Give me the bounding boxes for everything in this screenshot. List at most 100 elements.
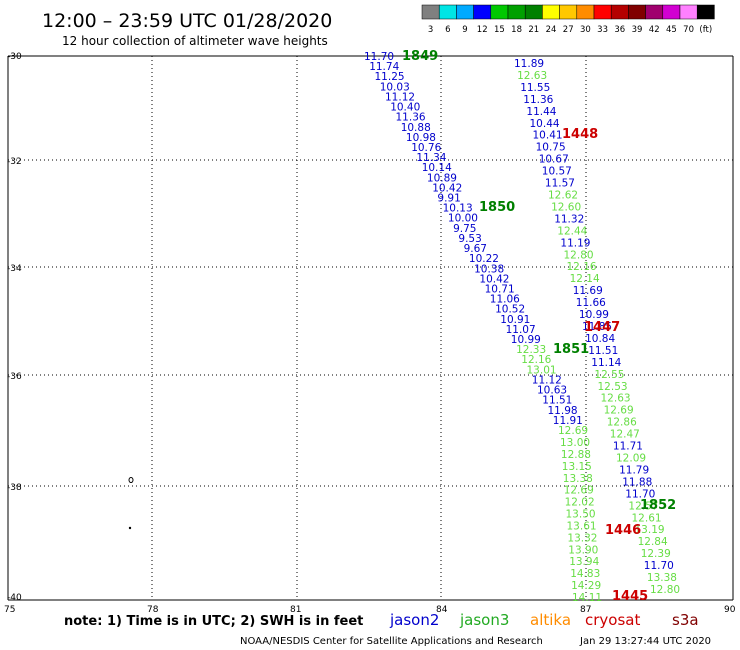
legend-cryosat: cryosat [585,611,640,629]
swh-value: 10.71 [485,284,515,296]
colorbar-label: 15 [494,25,505,35]
swh-value: 10.98 [406,132,436,144]
colorbar-swatch [645,4,664,20]
swh-value: 12.44 [557,225,587,237]
x-tick-label: 84 [436,605,448,615]
colorbar-swatch [438,4,457,20]
swh-value: 13.90 [568,544,598,556]
swh-value: 12.60 [551,202,581,214]
y-tick-label: -40 [7,593,22,603]
colorbar-swatch [593,4,612,20]
swh-value: 11.70 [644,560,674,572]
swh-value: 11.57 [545,178,575,190]
x-tick-label: 75 [4,605,15,615]
swh-value: 12.09 [616,453,646,465]
swh-value: 10.76 [411,142,441,154]
swh-value: 11.36 [396,112,426,124]
swh-value: 10.63 [537,385,567,397]
pass-label-1446: 1446 [605,523,641,538]
legend-altika: altika [530,611,571,629]
swh-value: 11.70 [364,51,394,63]
swh-value: 11.89 [514,58,544,70]
swh-value: 12.63 [601,393,631,405]
colorbar-swatch [542,4,560,20]
swh-value: 13.15 [562,461,592,473]
swh-value: 9.67 [464,243,487,255]
swh-colorbar: 3 6 9 12 15 18 21 24 27 30 33 36 39 42 45 70 (ft) [421,4,715,35]
credit-timestamp: Jan 29 13:27:44 UTC 2020 [579,636,711,647]
swh-value: 11.79 [619,465,649,477]
swh-value: 12.16 [567,261,597,273]
swh-value: 12.84 [638,536,668,548]
x-tick-label: 90 [724,605,736,615]
colorbar-swatch [524,4,543,20]
colorbar-swatch [628,4,646,20]
colorbar-label: 36 [614,25,625,35]
swh-value: 11.51 [542,395,572,407]
swh-value: 10.00 [448,213,478,225]
swh-value: 13.94 [569,556,599,568]
swh-value: 14.11 [572,592,602,604]
colorbar-swatch [456,4,474,20]
pass-label-1849: 1849 [402,49,438,64]
swh-value: 10.14 [422,162,452,174]
colorbar-swatch [490,4,509,20]
swh-value: 10.57 [542,166,572,178]
swh-value: 12.33 [516,344,546,356]
colorbar-label: 30 [580,25,591,35]
x-tick-label: 78 [147,605,159,615]
pass-labels: 1849 1850 1851 1852 1448 1447 1446 1445 [402,49,676,604]
pass-label-1448: 1448 [562,127,598,142]
colorbar-label: (ft) [699,25,712,35]
swh-value: 11.51 [588,345,618,357]
colorbar-label: 42 [649,25,660,35]
map-subtitle: 12 hour collection of altimeter wave hei… [62,34,328,48]
swh-value: 13.61 [567,521,597,533]
swh-value: 10.22 [469,253,499,265]
swh-value: 11.91 [553,415,583,427]
swh-value: 14.83 [570,568,600,580]
colorbar-swatch [679,4,698,20]
swh-value: 12.61 [632,512,662,524]
swh-value: 11.71 [613,441,643,453]
swh-value: 11.44 [526,106,556,118]
swh-value: 12.69 [604,405,634,417]
swh-value: 12.86 [607,417,637,429]
footer-note: note: 1) Time is in UTC; 2) SWH is in fe… [64,614,363,629]
x-axis-ticks: 75 78 81 84 87 90 [4,605,736,615]
colorbar-label: 18 [511,25,522,35]
swh-value: 12.02 [565,497,595,509]
swh-value: 11.69 [573,285,603,297]
colorbar-swatch [610,4,629,20]
y-tick-label: -30 [7,52,22,62]
colorbar-label: 33 [597,25,608,35]
swh-value: 10.38 [474,263,504,275]
swh-value: 12.80 [650,584,680,596]
swh-value: 10.41 [533,130,563,142]
satellite-legend: jason2 jason3 altika cryosat s3a [389,611,699,629]
swh-value: 10.88 [401,122,431,134]
swh-value: 12.53 [598,381,628,393]
swh-value: 12.57 [628,500,658,512]
swh-value: 11.25 [375,71,405,83]
swh-value: 10.99 [579,309,609,321]
swh-value: 10.52 [495,304,525,316]
swh-value: 12.47 [610,429,640,441]
colorbar-label: 6 [445,25,450,35]
island-mark [128,526,132,530]
colorbar-label: 70 [683,25,694,35]
swh-value: 11.12 [532,375,562,387]
swh-value: 11.36 [523,94,553,106]
pass-label-1850: 1850 [479,200,515,215]
swh-value: 11.14 [591,357,621,369]
y-tick-label: -36 [7,372,22,382]
colorbar-swatch [559,4,578,20]
swh-value: 10.89 [427,172,457,184]
swh-value: 11.06 [490,294,520,306]
swh-value: 10.67 [539,154,569,166]
swh-value: 14.29 [571,580,601,592]
swh-value: 11.70 [625,488,655,500]
swh-value: 13.32 [567,532,597,544]
colorbar-swatch [662,4,681,20]
colorbar-swatch [507,4,526,20]
